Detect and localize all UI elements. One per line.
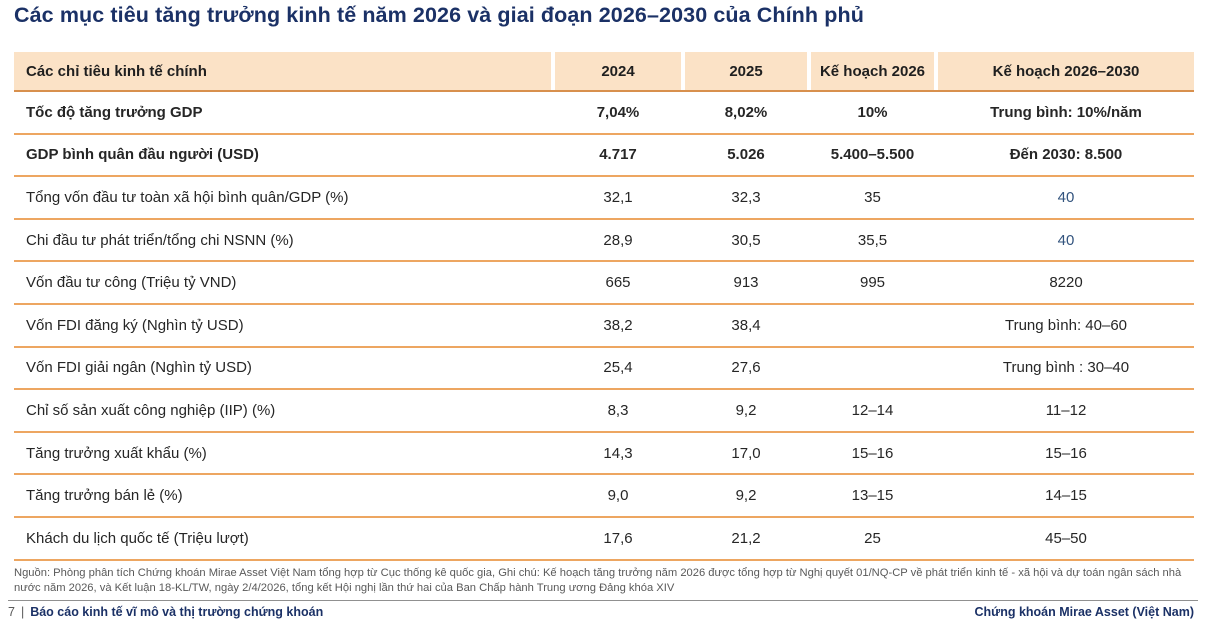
value-2024: 38,2 (603, 316, 633, 334)
value-plan-2026: 10% (857, 103, 888, 121)
value-plan-2026-2030: 11–12 (1045, 401, 1087, 419)
table-row: Khách du lịch quốc tế (Triệu lượt) 17,6 … (14, 518, 1194, 561)
value-2025: 9,2 (735, 487, 757, 505)
row-label: Vốn FDI đăng ký (Nghìn tỷ USD) (26, 316, 244, 334)
value-2024: 14,3 (603, 444, 633, 462)
table-row: Vốn FDI đăng ký (Nghìn tỷ USD) 38,2 38,4… (14, 305, 1194, 348)
value-plan-2026-2030: 15–16 (1045, 444, 1087, 462)
row-label: Vốn đầu tư công (Triệu tỷ VND) (26, 274, 237, 292)
row-label: Tốc độ tăng trưởng GDP (26, 103, 203, 121)
footer-bar: 7 | Báo cáo kinh tế vĩ mô và thị trường … (8, 603, 1194, 621)
value-2025: 27,6 (731, 359, 761, 377)
value-plan-2026: 25 (864, 529, 881, 547)
value-plan-2026: 35,5 (857, 231, 888, 249)
value-plan-2026: 12–14 (851, 401, 894, 419)
table-row: Vốn đầu tư công (Triệu tỷ VND) 665 913 9… (14, 262, 1194, 305)
value-2025: 21,2 (731, 529, 761, 547)
row-label: Tăng trưởng xuất khẩu (%) (26, 444, 207, 462)
value-2024: 8,3 (607, 401, 629, 419)
table-row: Tốc độ tăng trưởng GDP 7,04% 8,02% 10% T… (14, 92, 1194, 135)
value-plan-2026-2030: Trung bình: 40–60 (1004, 316, 1128, 334)
value-2024: 4.717 (599, 146, 637, 164)
row-label: Chỉ số sản xuất công nghiệp (IIP) (%) (26, 401, 276, 419)
value-2025: 30,5 (731, 231, 761, 249)
targets-table: Các chỉ tiêu kinh tế chính 2024 2025 Kế … (14, 52, 1194, 561)
value-plan-2026-2030: 40 (1057, 188, 1075, 206)
page-number: 7 (8, 605, 15, 619)
table-header-row: Các chỉ tiêu kinh tế chính 2024 2025 Kế … (14, 52, 1194, 92)
col-header-plan-2026: Kế hoạch 2026 (811, 52, 934, 90)
value-plan-2026-2030: Đến 2030: 8.500 (1009, 146, 1123, 164)
value-plan-2026: 995 (859, 274, 886, 292)
report-title: Báo cáo kinh tế vĩ mô và thị trường chứn… (30, 605, 324, 619)
col-header-plan-2026-2030: Kế hoạch 2026–2030 (938, 52, 1194, 90)
value-2024: 17,6 (603, 529, 633, 547)
table-row: Chỉ số sản xuất công nghiệp (IIP) (%) 8,… (14, 390, 1194, 433)
source-note: Nguồn: Phòng phân tích Chứng khoán Mirae… (14, 567, 1182, 594)
value-2024: 665 (605, 274, 631, 292)
row-label: GDP bình quân đầu người (USD) (26, 146, 259, 164)
value-plan-2026-2030: 45–50 (1045, 529, 1087, 547)
value-plan-2026-2030: Trung bình : 30–40 (1002, 359, 1130, 377)
value-2025: 5.026 (727, 146, 765, 164)
value-plan-2026: 5.400–5.500 (830, 146, 915, 164)
value-2025: 17,0 (731, 444, 761, 462)
table-row: Tăng trưởng bán lẻ (%) 9,0 9,2 13–15 14–… (14, 475, 1194, 518)
table-row: Tăng trưởng xuất khẩu (%) 14,3 17,0 15–1… (14, 433, 1194, 476)
value-2025: 32,3 (731, 188, 761, 206)
footer-left: 7 | Báo cáo kinh tế vĩ mô và thị trường … (8, 605, 323, 619)
value-plan-2026-2030: Trung bình: 10%/năm (990, 103, 1142, 121)
value-2025: 9,2 (735, 401, 757, 419)
footer-separator: | (20, 605, 25, 619)
value-plan-2026: 15–16 (851, 444, 894, 462)
value-2024: 25,4 (603, 359, 633, 377)
row-label: Vốn FDI giải ngân (Nghìn tỷ USD) (26, 359, 252, 377)
value-2025: 913 (733, 274, 759, 292)
value-2024: 7,04% (596, 103, 640, 121)
value-2024: 9,0 (607, 487, 629, 505)
value-2024: 32,1 (603, 188, 633, 206)
value-2025: 8,02% (724, 103, 768, 121)
value-plan-2026-2030: 8220 (1049, 274, 1083, 292)
page-title: Các mục tiêu tăng trưởng kinh tế năm 202… (14, 3, 864, 27)
footer-divider (8, 600, 1198, 601)
value-plan-2026: 35 (864, 188, 881, 206)
value-2024: 28,9 (603, 231, 633, 249)
col-header-2025: 2025 (685, 52, 807, 90)
table-row: Vốn FDI giải ngân (Nghìn tỷ USD) 25,4 27… (14, 348, 1194, 391)
table-row: GDP bình quân đầu người (USD) 4.717 5.02… (14, 135, 1194, 178)
row-label: Tổng vốn đầu tư toàn xã hội bình quân/GD… (26, 188, 349, 206)
value-plan-2026-2030: 40 (1057, 231, 1075, 249)
row-label: Khách du lịch quốc tế (Triệu lượt) (26, 529, 249, 547)
company-name: Chứng khoán Mirae Asset (Việt Nam) (974, 605, 1194, 619)
col-header-2024: 2024 (555, 52, 681, 90)
col-header-indicators: Các chỉ tiêu kinh tế chính (14, 52, 551, 90)
value-2025: 38,4 (731, 316, 761, 334)
row-label: Chi đầu tư phát triển/tổng chi NSNN (%) (26, 231, 294, 249)
table-row: Chi đầu tư phát triển/tổng chi NSNN (%) … (14, 220, 1194, 263)
row-label: Tăng trưởng bán lẻ (%) (26, 487, 183, 505)
value-plan-2026: 13–15 (851, 487, 894, 505)
table-row: Tổng vốn đầu tư toàn xã hội bình quân/GD… (14, 177, 1194, 220)
value-plan-2026-2030: 14–15 (1045, 487, 1087, 505)
